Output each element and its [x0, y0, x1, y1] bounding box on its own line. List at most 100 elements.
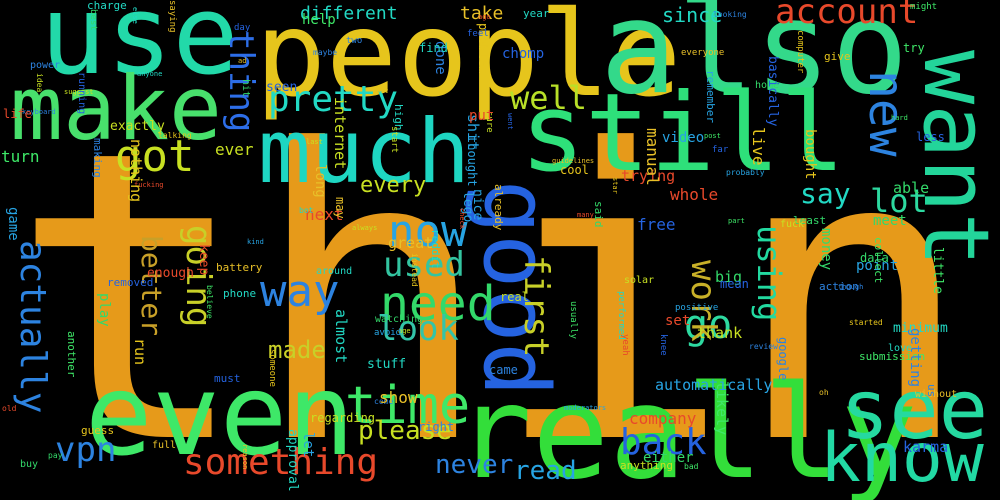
- word-day: day: [234, 23, 251, 33]
- word-less: less: [916, 130, 945, 144]
- word-even: even: [85, 351, 355, 481]
- word-believe: believe: [205, 285, 214, 319]
- word-bot: bot: [299, 206, 314, 215]
- word-also: also: [600, 0, 909, 123]
- word-bought: bought: [802, 129, 818, 180]
- word-come: come: [374, 397, 394, 406]
- word-cool: cool: [560, 163, 589, 177]
- word-stuff: stuff: [367, 357, 407, 372]
- word-well: well: [510, 79, 588, 117]
- word-automatically: automatically: [655, 376, 773, 394]
- word-anything: anything: [620, 459, 673, 472]
- word-feel: feel: [467, 29, 489, 39]
- word-data: data: [860, 251, 889, 265]
- word-positive: positive: [675, 303, 719, 313]
- word-give: give: [824, 50, 851, 63]
- word-way: way: [260, 266, 340, 317]
- word-least: least: [793, 214, 827, 227]
- word-kind: kind: [247, 238, 264, 246]
- word-google: google: [776, 337, 790, 381]
- word-put: put: [469, 108, 495, 124]
- word-making: making: [91, 138, 104, 178]
- word-minimum: minimum: [893, 321, 948, 336]
- word-without: without: [915, 389, 958, 400]
- word-bit: bit: [376, 87, 389, 95]
- word-yeah: yeah: [620, 334, 630, 356]
- word-instead: instead: [410, 253, 419, 287]
- word-different: different: [300, 3, 398, 24]
- word-post: post: [704, 132, 721, 140]
- word-home: home: [755, 80, 780, 91]
- word-may: may: [333, 197, 347, 219]
- word-thought: thought: [465, 136, 479, 187]
- word-vpn: vpn: [55, 430, 117, 470]
- word-need: need: [380, 276, 496, 332]
- word-ago: ago: [478, 13, 491, 21]
- word-buy: buy: [20, 459, 39, 470]
- word-never: never: [435, 450, 514, 480]
- word-collect: collect: [872, 237, 885, 284]
- word-maybe: maybe: [313, 48, 338, 57]
- word-real: real: [500, 290, 529, 304]
- word-video: video: [662, 130, 705, 146]
- word-moderators: moderators: [564, 404, 607, 412]
- word-review: review: [749, 342, 778, 351]
- word-year: year: [523, 7, 550, 20]
- word-next: next: [305, 205, 344, 224]
- word-really: really: [455, 359, 918, 500]
- word-much: much: [258, 100, 470, 203]
- word-first: first: [516, 255, 556, 358]
- word-trying: trying: [621, 167, 676, 185]
- word-back: back: [620, 422, 707, 463]
- word-pretty: pretty: [268, 79, 399, 120]
- word-anyone: anyone: [137, 70, 163, 78]
- word-always: always: [352, 224, 378, 232]
- word-play: play: [96, 293, 112, 327]
- word-set: set: [665, 313, 691, 329]
- word-star: star: [611, 177, 619, 194]
- word-karma: karma: [903, 438, 949, 456]
- word-account: account: [775, 0, 919, 32]
- word-know: know: [820, 419, 984, 498]
- word-enough: enough: [147, 266, 194, 281]
- word-think: think: [10, 67, 1000, 500]
- word-look: look: [377, 309, 459, 349]
- word-internet: internet: [331, 97, 349, 170]
- word-running: running: [76, 72, 87, 115]
- word-watching: watching: [375, 314, 424, 325]
- word-game: game: [5, 207, 21, 241]
- word-computer: computer: [795, 30, 805, 74]
- word-submission: submission: [859, 350, 926, 363]
- word-talking: talking: [158, 131, 192, 140]
- word-now: now: [388, 206, 468, 257]
- word-use: use: [40, 0, 239, 99]
- word-getting: getting: [907, 328, 923, 388]
- word-still: still: [520, 71, 846, 196]
- word-battery: battery: [216, 261, 263, 274]
- word-avoid: avoid: [374, 328, 402, 338]
- word-say: say: [800, 177, 851, 210]
- word-us: us: [925, 384, 938, 398]
- word-make: make: [10, 57, 222, 160]
- word-start: start: [389, 126, 399, 154]
- word-another: another: [65, 331, 78, 378]
- word-try: try: [903, 41, 925, 55]
- word-came: came: [489, 363, 518, 377]
- word-either: either: [643, 450, 694, 466]
- word-already: already: [492, 184, 505, 231]
- word-guidelines: guidelines: [552, 157, 595, 165]
- word-go: go: [684, 302, 733, 348]
- word-please: please: [358, 416, 452, 446]
- word-point: point: [856, 258, 899, 274]
- word-everyone: everyone: [681, 48, 725, 58]
- word-something: something: [183, 442, 379, 483]
- word-using: using: [750, 225, 788, 322]
- word-hit: hit: [240, 79, 251, 98]
- word-got: got: [115, 131, 195, 182]
- word-started: started: [849, 318, 883, 327]
- word-someone: someone: [267, 349, 277, 387]
- word-knee: knee: [658, 334, 668, 356]
- word-performed: performed: [616, 291, 626, 340]
- word-two: two: [346, 36, 363, 46]
